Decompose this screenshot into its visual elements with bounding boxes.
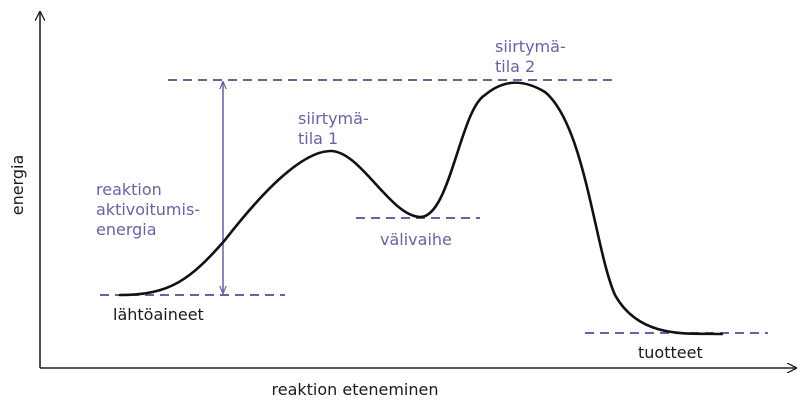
transition-state-1-line-2: tila 1 bbox=[298, 129, 338, 148]
y-axis-label: energia bbox=[8, 155, 27, 216]
activation-energy-label: reaktion aktivoitumis- energia bbox=[96, 180, 205, 239]
x-axis-label: reaktion eteneminen bbox=[272, 380, 439, 399]
energy-curve bbox=[118, 81, 724, 336]
activation-energy-line-3: energia bbox=[96, 220, 157, 239]
transition-state-2-line-2: tila 2 bbox=[495, 57, 535, 76]
reactants-label: lähtöaineet bbox=[113, 305, 204, 324]
transition-state-2-line-1: siirtymä- bbox=[495, 37, 566, 56]
transition-state-1-line-1: siirtymä- bbox=[298, 109, 369, 128]
intermediate-label: välivaihe bbox=[380, 230, 452, 249]
transition-state-2-label: siirtymä- tila 2 bbox=[495, 37, 571, 76]
activation-energy-line-1: reaktion bbox=[96, 180, 162, 199]
products-label: tuotteet bbox=[638, 343, 703, 362]
transition-state-1-label: siirtymä- tila 1 bbox=[298, 109, 374, 148]
activation-energy-line-2: aktivoitumis- bbox=[96, 200, 200, 219]
